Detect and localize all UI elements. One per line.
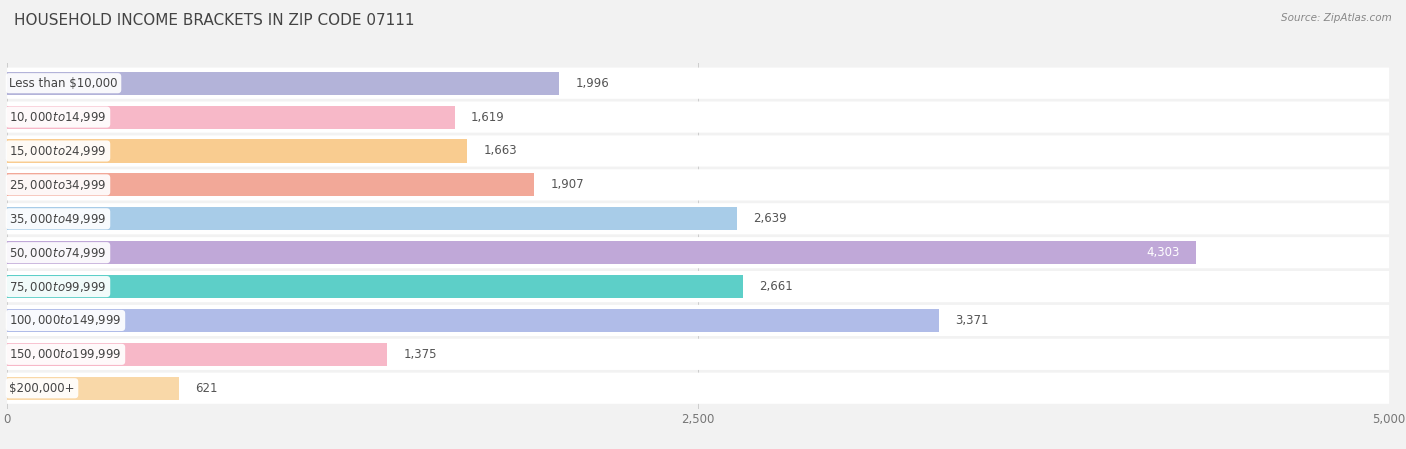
Text: 2,639: 2,639 <box>754 212 787 225</box>
Text: 4,303: 4,303 <box>1146 246 1180 259</box>
Bar <box>7 343 387 366</box>
Bar <box>7 241 1197 264</box>
Text: 2,661: 2,661 <box>759 280 793 293</box>
Text: $200,000+: $200,000+ <box>10 382 75 395</box>
Text: HOUSEHOLD INCOME BRACKETS IN ZIP CODE 07111: HOUSEHOLD INCOME BRACKETS IN ZIP CODE 07… <box>14 13 415 28</box>
Text: 1,375: 1,375 <box>404 348 437 361</box>
FancyBboxPatch shape <box>7 237 1389 268</box>
Text: 1,619: 1,619 <box>471 110 505 123</box>
Text: $25,000 to $34,999: $25,000 to $34,999 <box>10 178 107 192</box>
Bar <box>7 309 939 332</box>
FancyBboxPatch shape <box>7 136 1389 167</box>
FancyBboxPatch shape <box>7 305 1389 336</box>
Bar <box>7 377 179 400</box>
Text: $150,000 to $199,999: $150,000 to $199,999 <box>10 348 122 361</box>
Bar <box>7 140 467 163</box>
Text: 1,663: 1,663 <box>484 145 517 158</box>
Bar <box>7 207 737 230</box>
Text: $100,000 to $149,999: $100,000 to $149,999 <box>10 313 122 327</box>
Bar <box>7 72 558 95</box>
Text: $10,000 to $14,999: $10,000 to $14,999 <box>10 110 107 124</box>
FancyBboxPatch shape <box>7 203 1389 234</box>
Bar <box>7 275 742 298</box>
Text: $50,000 to $74,999: $50,000 to $74,999 <box>10 246 107 260</box>
Text: 1,996: 1,996 <box>575 77 609 90</box>
Text: $35,000 to $49,999: $35,000 to $49,999 <box>10 212 107 226</box>
Text: Source: ZipAtlas.com: Source: ZipAtlas.com <box>1281 13 1392 23</box>
FancyBboxPatch shape <box>7 68 1389 99</box>
Text: Less than $10,000: Less than $10,000 <box>10 77 118 90</box>
FancyBboxPatch shape <box>7 339 1389 370</box>
FancyBboxPatch shape <box>7 271 1389 302</box>
FancyBboxPatch shape <box>7 373 1389 404</box>
Bar <box>7 106 454 128</box>
Text: $75,000 to $99,999: $75,000 to $99,999 <box>10 280 107 294</box>
Text: 1,907: 1,907 <box>551 178 585 191</box>
FancyBboxPatch shape <box>7 101 1389 133</box>
Text: $15,000 to $24,999: $15,000 to $24,999 <box>10 144 107 158</box>
FancyBboxPatch shape <box>7 169 1389 200</box>
Text: 3,371: 3,371 <box>956 314 988 327</box>
Text: 621: 621 <box>195 382 218 395</box>
Bar <box>7 173 534 196</box>
